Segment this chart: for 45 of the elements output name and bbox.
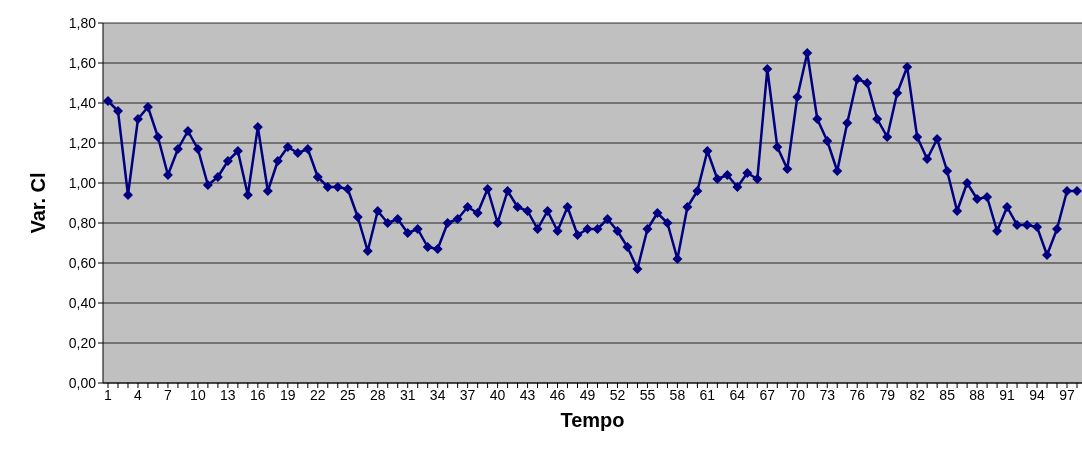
x-tick-label: 82 (909, 386, 926, 403)
y-tick-label: 1,20 (68, 134, 97, 151)
x-tick-label: 31 (399, 386, 416, 403)
x-tick-label: 34 (429, 386, 446, 403)
x-tick-label: 52 (609, 386, 626, 403)
x-tick-label: 85 (939, 386, 956, 403)
x-tick-label: 7 (164, 386, 173, 403)
x-tick-label: 37 (459, 386, 476, 403)
x-tick-label: 28 (369, 386, 386, 403)
x-tick-label: 94 (1029, 386, 1046, 403)
x-tick-label: 13 (220, 386, 236, 403)
y-tick-label: 0,60 (68, 254, 97, 271)
y-tick-label: 0,00 (68, 374, 97, 391)
x-tick-label: 49 (579, 386, 596, 403)
y-axis-title: Var. Cl (27, 172, 50, 234)
y-tick-label: 0,80 (68, 214, 97, 231)
x-tick-label: 25 (339, 386, 356, 403)
x-tick-label: 46 (549, 386, 566, 403)
y-tick-label: 0,20 (68, 334, 97, 351)
x-tick-label: 22 (309, 386, 326, 403)
x-tick-label: 19 (280, 386, 296, 403)
y-tick-label: 1,80 (68, 14, 97, 31)
x-tick-label: 64 (729, 386, 746, 403)
x-tick-label: 61 (699, 386, 716, 403)
x-tick-label: 76 (849, 386, 866, 403)
x-tick-label: 55 (639, 386, 656, 403)
y-tick-label: 1,60 (68, 54, 97, 71)
x-tick-label: 58 (669, 386, 686, 403)
x-tick-label: 1 (104, 386, 113, 403)
y-tick-label: 1,00 (68, 174, 97, 191)
x-tick-label: 43 (519, 386, 536, 403)
y-tick-label: 0,40 (68, 294, 97, 311)
y-tick-label: 1,40 (68, 94, 97, 111)
x-tick-label: 97 (1059, 386, 1076, 403)
x-tick-label: 88 (969, 386, 986, 403)
x-tick-label: 91 (999, 386, 1016, 403)
x-tick-label: 16 (250, 386, 266, 403)
x-tick-label: 73 (819, 386, 836, 403)
x-tick-label: 67 (759, 386, 776, 403)
x-tick-label: 4 (134, 386, 143, 403)
x-tick-label: 70 (789, 386, 806, 403)
x-tick-label: 40 (489, 386, 506, 403)
x-tick-label: 10 (190, 386, 206, 403)
x-axis-title: Tempo (560, 409, 625, 431)
x-tick-label: 79 (879, 386, 896, 403)
